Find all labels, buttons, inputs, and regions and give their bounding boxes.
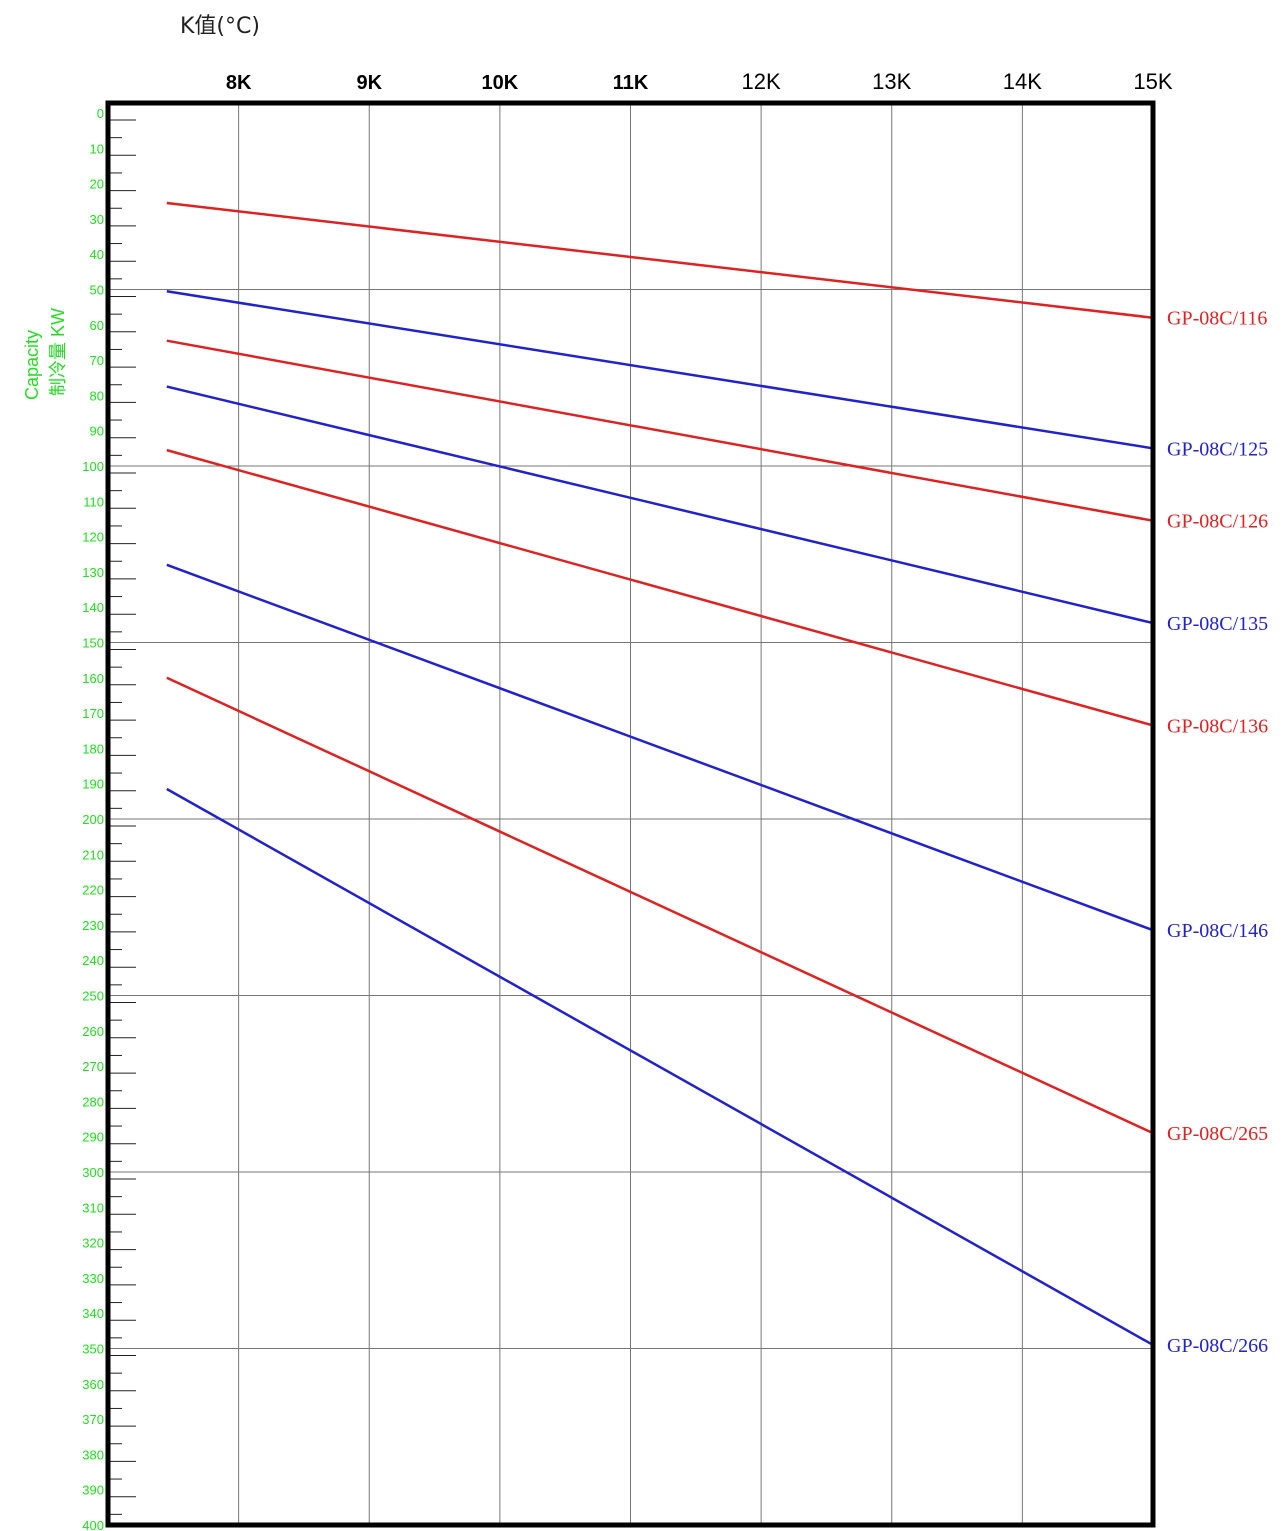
y-tick-label: 10 [90, 141, 104, 156]
series-line [166, 448, 1154, 727]
series-line [166, 787, 1154, 1347]
x-tick-label: 8K [226, 72, 252, 94]
y-tick-label: 250 [82, 989, 104, 1004]
series-label: GP-08C/126 [1167, 511, 1268, 533]
grid [108, 103, 1153, 1525]
x-tick-label: 11K [613, 72, 649, 94]
y-tick-label: 260 [82, 1024, 104, 1039]
series-line [166, 563, 1154, 932]
y-tick-label: 60 [90, 318, 104, 333]
y-tick-label: 400 [82, 1518, 104, 1531]
y-tick-label: 130 [82, 565, 104, 580]
y-tick-label: 90 [90, 424, 104, 439]
y-tick-label: 70 [90, 353, 104, 368]
series-label: GP-08C/146 [1167, 920, 1268, 942]
x-tick-label: 13K [872, 69, 911, 94]
series-line [166, 201, 1154, 319]
y-tick-label: 80 [90, 388, 104, 403]
y-tick-label: 170 [82, 706, 104, 721]
x-tick-label: 15K [1133, 69, 1172, 94]
series-line [166, 290, 1154, 450]
series-line [166, 676, 1154, 1135]
y-tick-label: 20 [90, 177, 104, 192]
y-tick-label: 190 [82, 777, 104, 792]
y-tick-label: 270 [82, 1059, 104, 1074]
x-tick-label: 10K [482, 72, 519, 94]
y-tick-label: 150 [82, 636, 104, 651]
y-tick-label: 320 [82, 1236, 104, 1251]
x-axis-ticks: 8K 9K 10K 11K 12K 13K 14K 15K [226, 69, 1173, 94]
y-tick-label: 300 [82, 1165, 104, 1180]
y-tick-label: 180 [82, 741, 104, 756]
y-tick-label: 100 [82, 459, 104, 474]
y-tick-label: 50 [90, 283, 104, 298]
plot-frame [105, 100, 1156, 1528]
series-line [166, 385, 1154, 625]
y-tick-label: 310 [82, 1200, 104, 1215]
y-tick-label: 230 [82, 918, 104, 933]
series-label: GP-08C/136 [1167, 715, 1268, 737]
y-tick-label: 240 [82, 953, 104, 968]
x-tick-label: 12K [742, 69, 781, 94]
y-tick-label: 40 [90, 247, 104, 262]
x-tick-label: 14K [1003, 69, 1042, 94]
y-tick-label: 30 [90, 212, 104, 227]
y-axis-title-cn: 制冷量 KW [48, 308, 68, 396]
x-axis-title: K值(°C) [180, 14, 260, 39]
y-tick-label: 390 [82, 1483, 104, 1498]
y-tick-label: 210 [82, 847, 104, 862]
y-tick-label: 200 [82, 812, 104, 827]
y-tick-label: 160 [82, 671, 104, 686]
y-tick-label: 290 [82, 1130, 104, 1145]
series-label: GP-08C/125 [1167, 438, 1268, 460]
y-tick-label: 110 [83, 494, 104, 509]
series-label: GP-08C/116 [1167, 308, 1267, 330]
y-tick-label: 380 [82, 1447, 104, 1462]
y-tick-label: 330 [82, 1271, 104, 1286]
series-label: GP-08C/266 [1167, 1335, 1268, 1357]
y-tick-label: 370 [82, 1412, 104, 1427]
y-tick-label: 140 [82, 600, 104, 615]
y-axis-title-en: Capacity [22, 330, 42, 400]
x-tick-label: 9K [356, 72, 382, 94]
y-tick-label: 360 [82, 1377, 104, 1392]
y-tick-label: 280 [82, 1094, 104, 1109]
y-tick-label: 350 [82, 1342, 104, 1357]
series-lines [166, 201, 1154, 1347]
y-tick-label: 340 [82, 1306, 104, 1321]
y-tick-label: 0 [97, 106, 104, 121]
y-tick-label: 120 [82, 530, 104, 545]
series-label: GP-08C/265 [1167, 1123, 1268, 1145]
series-labels: GP-08C/116 GP-08C/125 GP-08C/126 GP-08C/135… [1167, 308, 1268, 1357]
series-label: GP-08C/135 [1167, 613, 1268, 635]
series-line [166, 339, 1154, 522]
y-axis-ticks: 0 10 20 30 40 50 60 70 80 90 100 110 120 130 140 150 160… [82, 106, 136, 1531]
y-tick-label: 220 [82, 883, 104, 898]
